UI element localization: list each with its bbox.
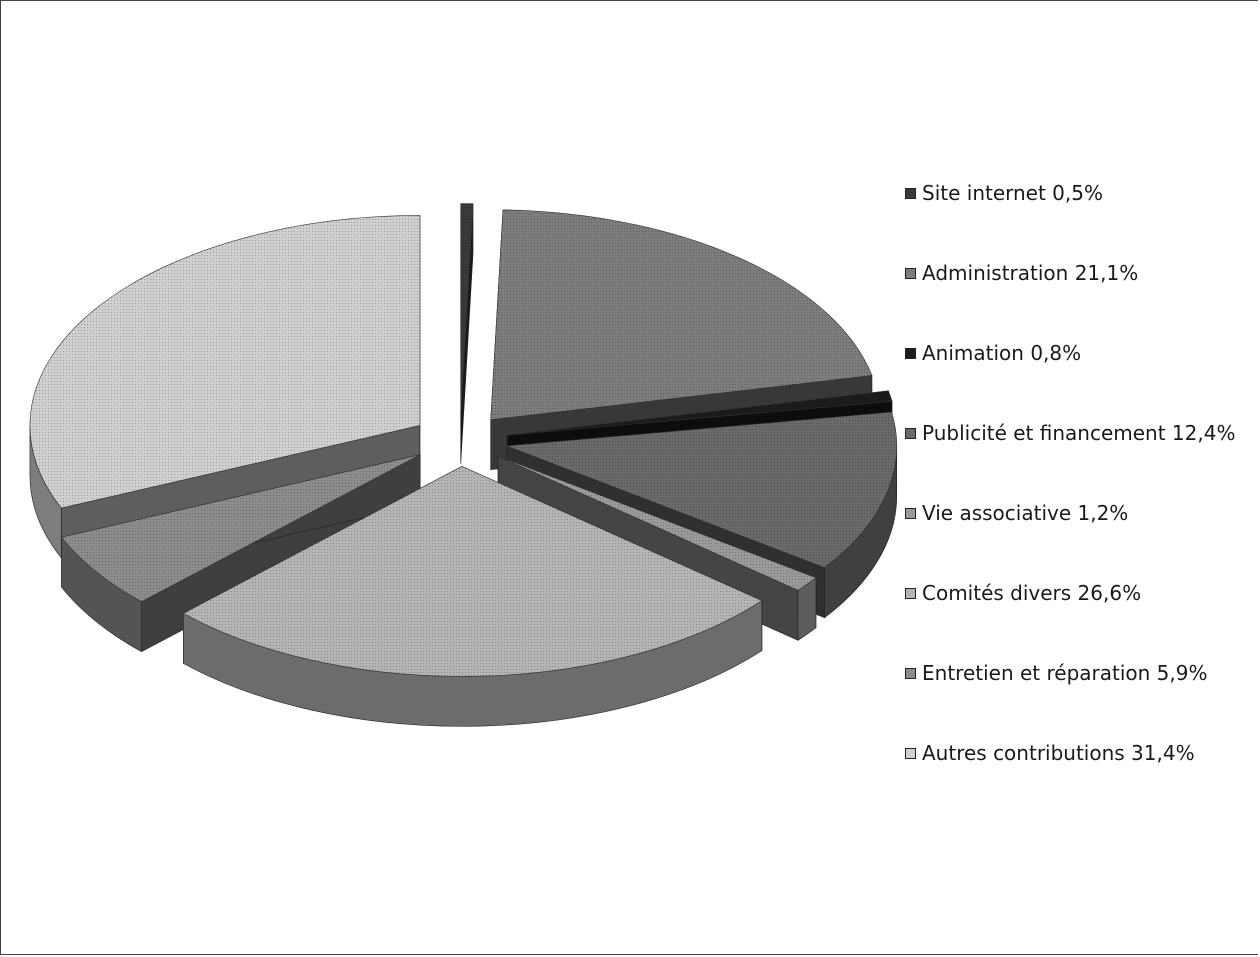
- legend-label: Publicité et financement 12,4%: [922, 421, 1236, 445]
- legend-item: Vie associative 1,2%: [905, 500, 1128, 526]
- legend-item: Publicité et financement 12,4%: [905, 420, 1235, 446]
- legend-item: Autres contributions 31,4%: [905, 740, 1195, 766]
- legend-swatch: [905, 507, 916, 519]
- legend-swatch: [905, 427, 916, 439]
- legend-swatch: [905, 347, 916, 359]
- legend-swatch: [905, 267, 916, 279]
- legend-label: Administration 21,1%: [922, 261, 1139, 285]
- pie-slice: [497, 455, 817, 641]
- legend-label: Autres contributions 31,4%: [922, 741, 1195, 765]
- legend-label: Site internet 0,5%: [922, 181, 1103, 205]
- legend-label: Animation 0,8%: [922, 341, 1082, 365]
- legend-item: Animation 0,8%: [905, 340, 1081, 366]
- legend-swatch: [905, 667, 916, 679]
- legend-item: Comités divers 26,6%: [905, 580, 1141, 606]
- legend-swatch: [905, 747, 916, 759]
- legend-item: Administration 21,1%: [905, 260, 1138, 286]
- legend-label: Vie associative 1,2%: [922, 501, 1129, 525]
- pie-slice: [182, 465, 763, 727]
- legend-swatch: [905, 587, 916, 599]
- legend-item: Entretien et réparation 5,9%: [905, 660, 1207, 686]
- legend-swatch: [905, 187, 916, 199]
- pie-slice: [460, 203, 474, 464]
- legend-item: Site internet 0,5%: [905, 180, 1103, 206]
- legend-label: Comités divers 26,6%: [922, 581, 1142, 605]
- legend-label: Entretien et réparation 5,9%: [922, 661, 1208, 685]
